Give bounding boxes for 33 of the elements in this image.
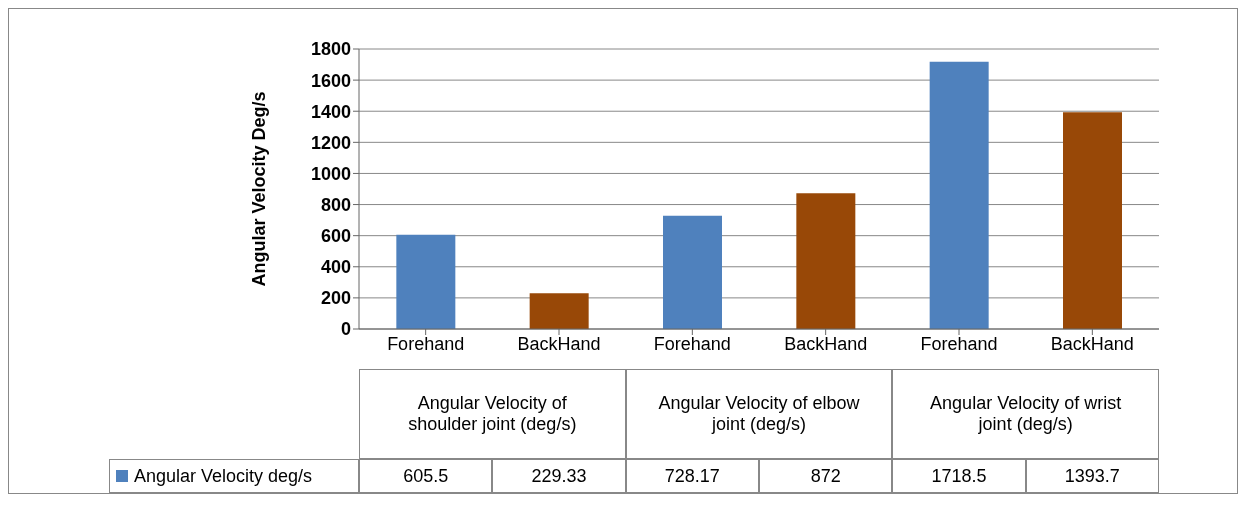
bar: [396, 234, 456, 329]
data-label: 605.5: [359, 459, 493, 493]
x-tick-label: BackHand: [784, 333, 868, 354]
y-tick-label: 1200: [310, 132, 351, 153]
y-tick-label: 1800: [310, 39, 351, 60]
data-label: 229.33: [492, 459, 626, 493]
y-tick-label: 0: [340, 319, 351, 340]
x-tick-label: Forehand: [653, 333, 731, 354]
data-label: 728.17: [625, 459, 759, 493]
x-tick-label: Forehand: [387, 333, 465, 354]
y-tick-label: 200: [320, 288, 351, 309]
data-label: 1393.7: [1025, 459, 1159, 493]
bar: [929, 61, 989, 329]
data-label: 872: [758, 459, 893, 493]
text: Angular Velocity of wrist joint (deg/s): [892, 369, 1159, 459]
text: Angular Velocity of shoulder joint (deg/s): [359, 369, 626, 459]
data-label: 1718.5: [892, 459, 1026, 493]
y-tick-label: 1600: [310, 70, 351, 91]
legend-label: Angular Velocity deg/s: [134, 465, 313, 487]
bar: [663, 215, 722, 329]
y-tick-label: 1400: [310, 101, 351, 122]
y-tick-label: 1000: [310, 163, 351, 184]
y-tick-label: 400: [320, 257, 351, 278]
y-tick-label: 800: [320, 194, 351, 215]
x-tick-label: BackHand: [1050, 333, 1134, 354]
bar: [796, 193, 856, 329]
x-tick-label: Forehand: [920, 333, 998, 354]
x-tick-label: BackHand: [517, 333, 601, 354]
bar: [529, 293, 589, 329]
y-axis-title: Angular Velocity Deg/s: [249, 91, 270, 287]
text: Angular Velocity of elbow joint (deg/s): [625, 369, 893, 459]
y-tick-label: 600: [320, 226, 351, 247]
bar: [1063, 112, 1122, 329]
